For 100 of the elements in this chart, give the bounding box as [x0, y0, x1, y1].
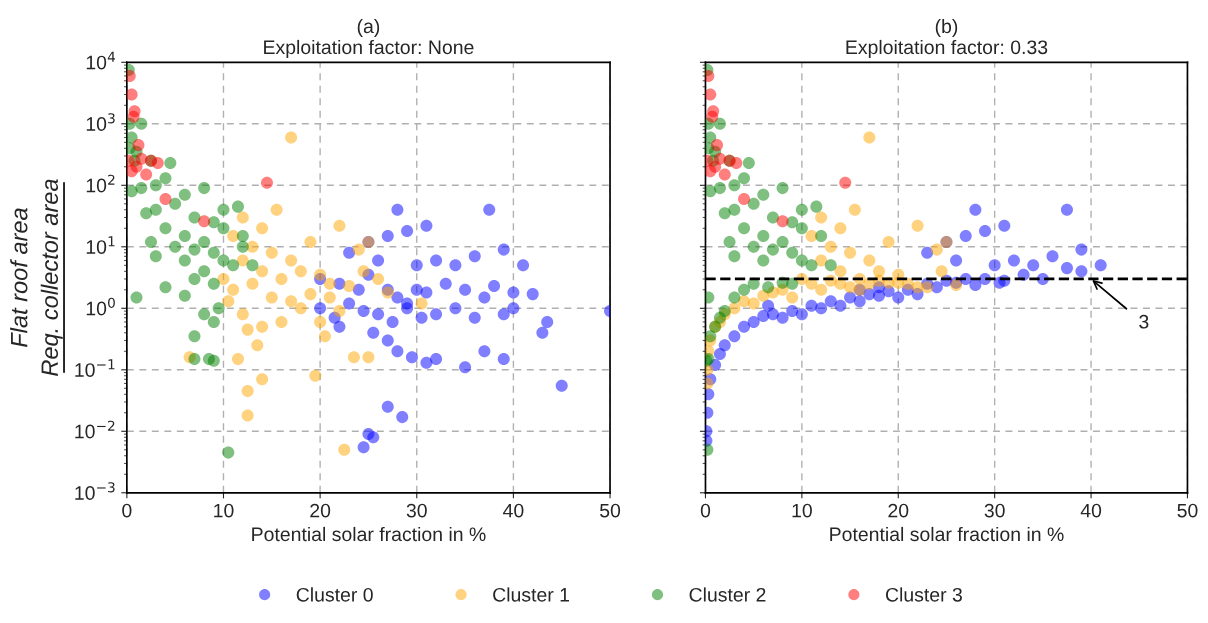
point — [198, 215, 211, 228]
point — [227, 283, 240, 296]
point — [738, 283, 751, 296]
point — [357, 265, 370, 278]
point — [757, 254, 770, 267]
y-tick-label: 10$^{−2}$ — [75, 420, 115, 439]
point — [285, 295, 298, 308]
chart-title: (b) — [935, 18, 958, 38]
point — [757, 309, 770, 322]
point — [988, 259, 1001, 272]
point — [126, 165, 138, 178]
x-tick-label: 0 — [700, 503, 711, 518]
point — [844, 246, 857, 259]
point — [241, 385, 254, 398]
point — [188, 243, 201, 256]
point — [757, 188, 770, 201]
point — [207, 315, 220, 328]
point — [786, 246, 799, 259]
point — [304, 235, 317, 248]
point — [260, 176, 273, 189]
point — [236, 240, 249, 253]
point — [178, 229, 191, 242]
legend-label: Cluster 1 — [493, 587, 570, 602]
point — [159, 222, 172, 235]
point — [275, 272, 288, 285]
point — [705, 165, 717, 178]
point — [236, 211, 249, 224]
point — [1075, 243, 1088, 256]
point — [198, 265, 211, 278]
point — [815, 302, 828, 315]
point — [149, 250, 162, 263]
point — [265, 246, 278, 259]
chart-title: (a) — [357, 18, 380, 38]
y-tick-label: 10$^{4}$ — [86, 51, 116, 70]
point — [236, 308, 249, 321]
point — [776, 235, 789, 248]
point — [930, 243, 943, 256]
point — [323, 277, 336, 290]
point — [285, 131, 298, 144]
point — [713, 152, 726, 165]
y-tick-label: 10$^{−3}$ — [75, 482, 115, 500]
point — [159, 192, 172, 205]
point — [969, 203, 982, 216]
point — [795, 203, 808, 216]
point — [126, 88, 138, 101]
point — [256, 373, 269, 386]
point — [911, 281, 924, 294]
y-tick-label: 10$^{0}$ — [86, 297, 115, 316]
point — [198, 308, 211, 321]
point — [1075, 265, 1088, 278]
point — [815, 229, 828, 242]
point — [159, 281, 172, 294]
point — [415, 297, 428, 310]
point — [738, 222, 751, 235]
point — [747, 297, 760, 310]
point — [766, 243, 779, 256]
point — [706, 110, 719, 123]
point — [795, 222, 808, 235]
point — [207, 354, 220, 367]
point — [178, 254, 191, 267]
point — [217, 203, 230, 216]
point — [188, 211, 201, 224]
x-tick-label: 20 — [888, 503, 909, 518]
point — [728, 250, 741, 263]
point — [285, 254, 298, 267]
point — [738, 320, 751, 333]
point — [892, 291, 905, 304]
point — [1060, 203, 1073, 216]
point — [362, 351, 375, 364]
point — [217, 272, 230, 285]
legend-label: Cluster 2 — [689, 587, 766, 602]
point — [747, 240, 760, 253]
point — [863, 254, 876, 267]
point — [762, 299, 775, 312]
point — [713, 182, 726, 195]
point — [270, 203, 283, 216]
point — [241, 409, 254, 422]
point — [231, 200, 244, 213]
point — [236, 229, 249, 242]
point — [246, 259, 259, 272]
point — [921, 246, 934, 259]
point — [848, 203, 861, 216]
point — [738, 172, 751, 185]
point — [188, 272, 201, 285]
point — [776, 215, 789, 228]
y-axis-title: Flat roof area Req. collector area — [10, 179, 63, 376]
point — [294, 302, 307, 315]
point — [718, 207, 731, 220]
point — [127, 110, 140, 123]
point — [217, 254, 230, 267]
point — [713, 117, 726, 130]
point — [762, 281, 775, 294]
point — [979, 225, 992, 238]
point — [786, 291, 799, 304]
x-tick-label: 10 — [792, 503, 812, 518]
point — [314, 268, 327, 281]
point — [140, 207, 153, 220]
point — [1027, 259, 1040, 272]
point — [227, 229, 240, 242]
y-tick-label: 10$^{1}$ — [86, 236, 115, 254]
